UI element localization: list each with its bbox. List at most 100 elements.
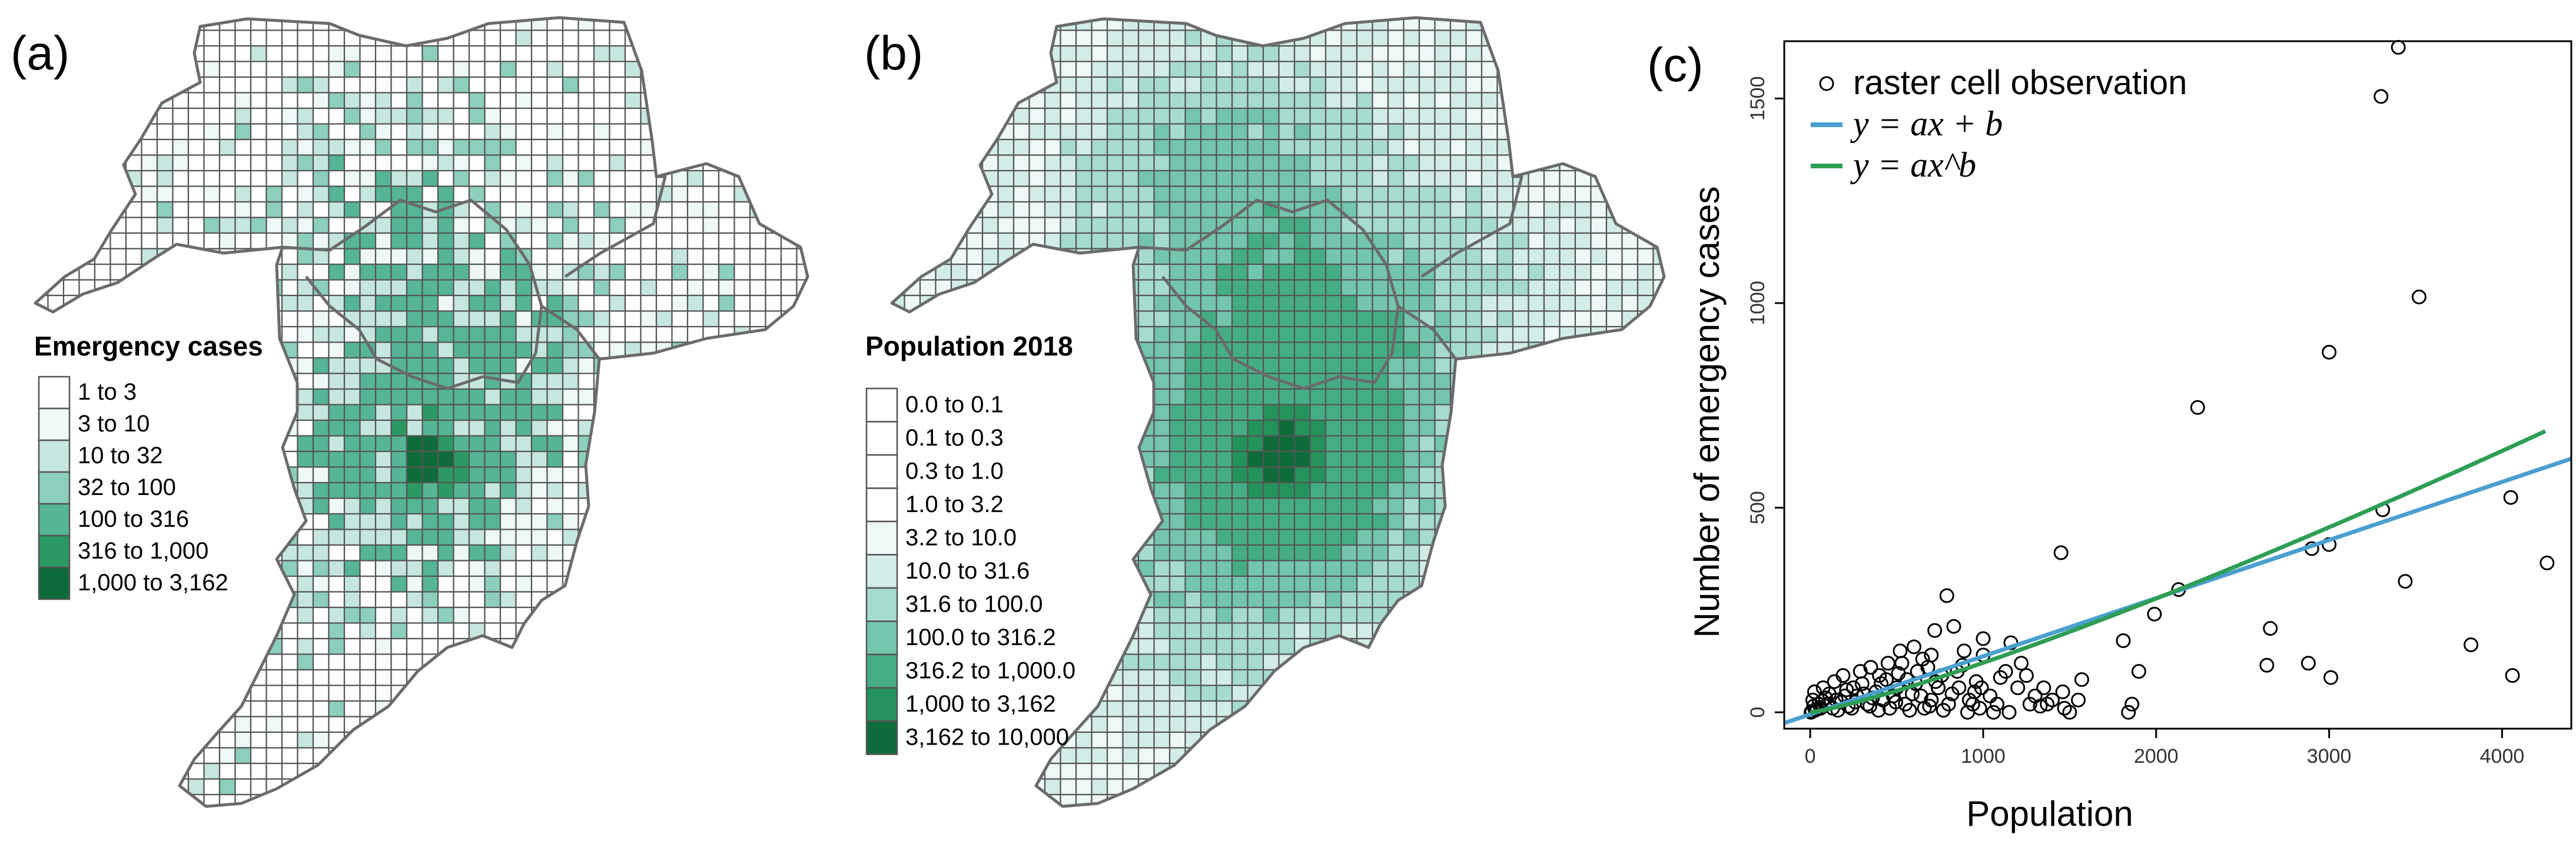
grid-cell <box>1075 419 1093 437</box>
grid-cell <box>1372 45 1389 62</box>
grid-cell <box>328 61 346 78</box>
grid-cell <box>1387 248 1405 265</box>
grid-cell <box>1231 637 1249 655</box>
grid-cell <box>1184 170 1202 187</box>
grid-cell <box>1621 107 1639 125</box>
grid-cell <box>187 373 205 390</box>
grid-cell <box>749 107 766 125</box>
grid-cell <box>1091 18 1108 31</box>
grid-cell <box>640 513 658 530</box>
grid-cell <box>312 637 330 655</box>
grid-cell <box>1480 731 1498 749</box>
grid-cell <box>1231 325 1249 343</box>
grid-cell <box>265 388 283 406</box>
grid-cell <box>1559 248 1576 265</box>
grid-cell <box>62 762 80 780</box>
grid-cell <box>281 45 298 62</box>
grid-cell <box>1247 310 1264 328</box>
grid-cell <box>640 685 658 702</box>
grid-cell <box>577 747 595 765</box>
grid-cell <box>718 279 735 297</box>
grid-cell <box>1060 481 1077 499</box>
grid-cell <box>1324 513 1342 530</box>
grid-cell <box>250 279 267 297</box>
grid-cell <box>406 481 423 499</box>
grid-cell <box>1262 18 1280 31</box>
grid-cell <box>1122 45 1140 62</box>
grid-cell <box>609 716 626 733</box>
grid-cell <box>1060 450 1077 468</box>
grid-cell <box>35 606 49 624</box>
grid-cell <box>499 248 517 265</box>
grid-cell <box>234 419 252 437</box>
grid-cell <box>359 61 377 78</box>
grid-cell <box>1262 591 1280 609</box>
grid-cell <box>624 92 642 109</box>
grid-cell <box>265 481 283 499</box>
grid-cell <box>640 653 658 671</box>
grid-cell <box>250 123 267 141</box>
grid-cell <box>109 637 127 655</box>
grid-cell <box>733 341 751 359</box>
grid-cell <box>1480 700 1498 717</box>
grid-cell <box>1418 622 1436 640</box>
grid-cell <box>1200 419 1217 437</box>
grid-cell <box>468 762 486 780</box>
grid-cell <box>1309 310 1327 328</box>
grid-cell <box>343 653 361 671</box>
grid-cell <box>1293 731 1311 749</box>
grid-cell <box>359 622 377 640</box>
grid-cell <box>641 810 657 826</box>
grid-cell <box>981 217 999 234</box>
grid-cell <box>250 497 267 515</box>
grid-cell <box>468 45 486 62</box>
grid-cell <box>1590 513 1608 530</box>
grid-cell <box>468 747 486 765</box>
grid-cell <box>1605 544 1623 562</box>
grid-cell <box>1449 107 1467 125</box>
grid-cell <box>749 341 766 359</box>
grid-cell <box>1028 435 1046 453</box>
grid-cell <box>796 76 808 94</box>
grid-cell <box>359 170 377 187</box>
grid-cell <box>453 606 470 624</box>
grid-cell <box>546 778 564 796</box>
grid-cell <box>997 170 1015 187</box>
grid-cell <box>62 170 80 187</box>
grid-cell <box>749 685 766 702</box>
grid-cell <box>1590 217 1608 234</box>
grid-cell <box>515 513 533 530</box>
grid-cell <box>187 497 205 515</box>
grid-cell <box>1528 685 1545 702</box>
grid-cell <box>109 669 127 686</box>
grid-cell <box>312 341 330 359</box>
grid-cell <box>1356 731 1373 749</box>
grid-cell <box>1044 294 1061 312</box>
grid-cell <box>1106 232 1124 250</box>
grid-cell <box>281 310 298 328</box>
grid-cell <box>625 810 641 826</box>
grid-cell <box>1434 18 1452 31</box>
grid-cell <box>1636 481 1654 499</box>
grid-cell <box>297 325 314 343</box>
grid-cell <box>655 575 673 593</box>
grid-cell <box>1543 294 1561 312</box>
grid-cell <box>1465 201 1483 218</box>
grid-cell <box>281 248 298 265</box>
grid-cell <box>1387 513 1405 530</box>
grid-cell <box>904 201 921 218</box>
grid-cell <box>1169 185 1186 203</box>
grid-cell <box>671 544 689 562</box>
grid-cell <box>1060 419 1077 437</box>
grid-cell <box>437 653 454 671</box>
grid-cell <box>562 685 579 702</box>
grid-cell <box>718 762 735 780</box>
grid-cell <box>1465 217 1483 234</box>
grid-cell <box>1387 170 1405 187</box>
grid-cell <box>172 185 190 203</box>
grid-cell <box>640 481 658 499</box>
grid-cell <box>780 450 798 468</box>
grid-cell <box>1543 529 1561 546</box>
grid-cell <box>281 653 298 671</box>
grid-cell <box>624 481 642 499</box>
